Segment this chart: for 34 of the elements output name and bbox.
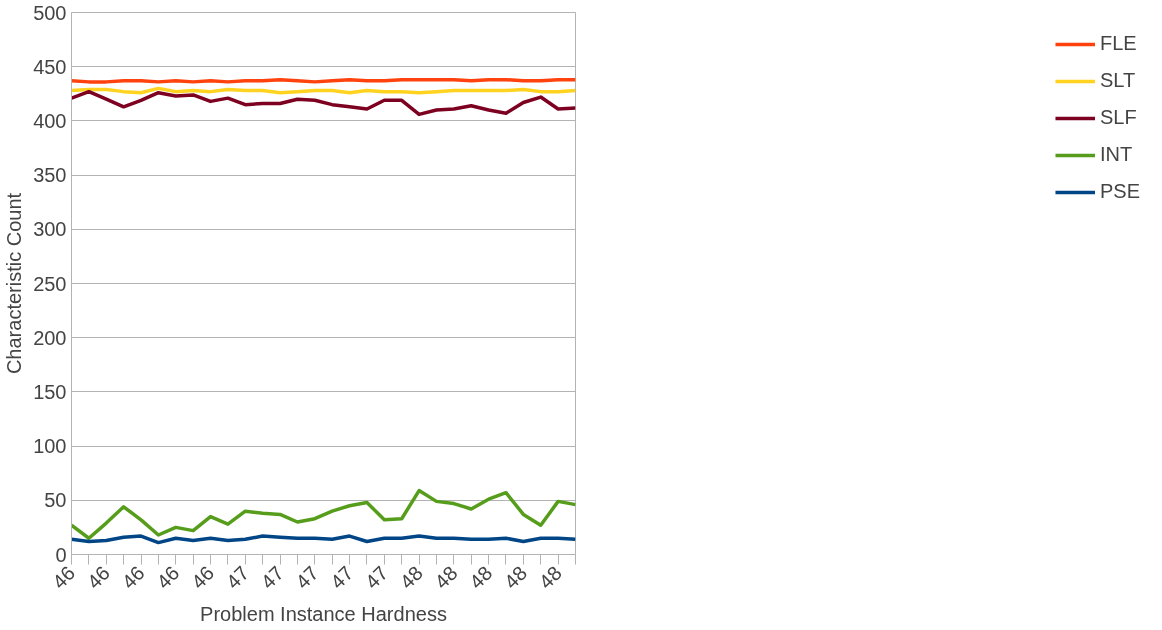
y-tick-label: 200 bbox=[33, 326, 67, 349]
legend-label: FLE bbox=[1099, 32, 1137, 55]
x-tick-label: 46 bbox=[117, 561, 149, 594]
y-tick-label: 150 bbox=[33, 380, 67, 403]
y-tick-label: 450 bbox=[33, 55, 67, 78]
y-tick-label: 250 bbox=[33, 272, 67, 295]
y-tick-label: 300 bbox=[33, 218, 67, 241]
line-series bbox=[71, 89, 576, 117]
x-tick-label: 48 bbox=[430, 561, 462, 594]
x-tick-label: 48 bbox=[465, 561, 497, 594]
legend-label: PSE bbox=[1099, 180, 1140, 203]
y-tick-label: 50 bbox=[44, 489, 67, 512]
y-tick-label: 100 bbox=[33, 435, 67, 458]
legend-label: SLT bbox=[1099, 69, 1136, 92]
x-tick-label: 47 bbox=[221, 561, 254, 594]
x-tick-label: 48 bbox=[395, 561, 427, 594]
y-axis-title: Characteristic Count bbox=[3, 192, 26, 375]
x-tick-label: 46 bbox=[152, 561, 184, 594]
y-tick-label: 350 bbox=[33, 164, 67, 187]
x-axis-title: Problem Instance Hardness bbox=[200, 603, 447, 626]
x-tick-label: 47 bbox=[326, 561, 358, 594]
legend-label: SLF bbox=[1099, 106, 1137, 129]
y-tick-label: 500 bbox=[33, 1, 67, 24]
line-series bbox=[71, 534, 576, 545]
legend-label: INT bbox=[1099, 143, 1133, 166]
x-tick-label: 47 bbox=[360, 561, 393, 594]
x-tick-label: 47 bbox=[256, 561, 288, 594]
y-tick-label: 400 bbox=[33, 109, 67, 132]
x-tick-label: 47 bbox=[291, 561, 323, 594]
line-series bbox=[71, 488, 576, 540]
x-tick-label: 48 bbox=[534, 561, 566, 594]
x-tick-label: 46 bbox=[82, 561, 115, 594]
x-tick-label: 46 bbox=[187, 561, 219, 594]
x-tick-label: 48 bbox=[499, 561, 532, 594]
